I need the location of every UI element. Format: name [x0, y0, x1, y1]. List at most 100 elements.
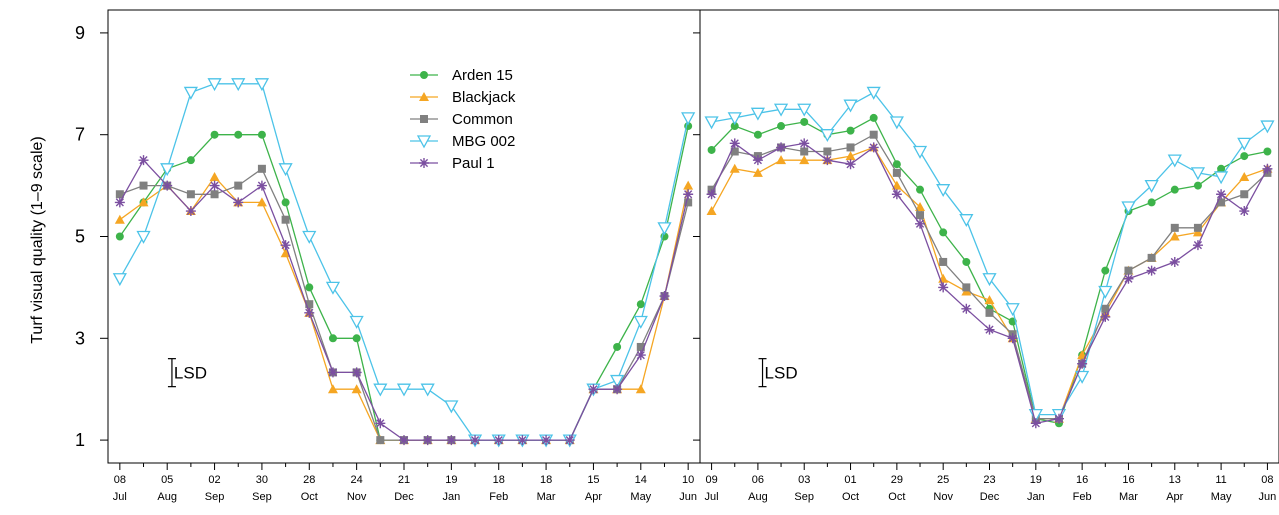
legend-label: MBG 002 — [452, 133, 515, 150]
data-point — [985, 308, 994, 317]
x-tick-label-month: Oct — [301, 491, 318, 503]
data-point — [396, 383, 412, 397]
data-point — [869, 130, 878, 139]
data-point — [139, 181, 148, 190]
data-point — [730, 147, 739, 156]
data-point — [302, 230, 317, 244]
x-tick-label-month: Apr — [1166, 491, 1183, 503]
data-point — [612, 384, 623, 395]
x-tick-label-month: Dec — [980, 491, 1000, 503]
x-tick-label-month: Feb — [1073, 491, 1092, 503]
data-point — [845, 159, 856, 170]
data-point — [635, 384, 646, 394]
data-point — [820, 129, 835, 143]
data-point — [375, 418, 386, 429]
legend-label: Common — [452, 111, 513, 128]
data-point — [1121, 201, 1136, 215]
data-point — [891, 180, 902, 190]
data-point — [729, 163, 740, 173]
data-point — [1007, 333, 1018, 344]
x-tick-label-month: Jul — [113, 491, 127, 503]
data-point — [254, 78, 270, 92]
data-point — [280, 248, 291, 258]
x-tick-label-day: 24 — [351, 474, 363, 486]
data-point — [234, 130, 243, 139]
x-tick-label-day: 28 — [303, 474, 315, 486]
data-point — [257, 164, 266, 173]
x-tick-label-day: 02 — [208, 474, 220, 486]
data-point — [186, 156, 195, 165]
data-point — [278, 163, 293, 177]
series-line — [119, 167, 689, 441]
data-point — [1170, 223, 1179, 232]
data-point — [281, 198, 290, 207]
data-point — [1144, 179, 1159, 193]
data-point — [1239, 171, 1250, 181]
data-point — [1075, 370, 1090, 384]
data-point — [729, 138, 740, 149]
data-point — [422, 435, 433, 446]
data-point — [1192, 240, 1203, 251]
data-point — [868, 142, 879, 153]
data-point — [776, 155, 787, 165]
data-point — [256, 180, 267, 191]
data-point — [915, 201, 926, 211]
data-point — [1190, 167, 1206, 181]
data-point — [912, 145, 928, 159]
data-point — [845, 151, 856, 161]
data-point — [136, 230, 151, 244]
data-point — [517, 435, 528, 446]
x-tick-label-month: Oct — [888, 491, 905, 503]
data-point — [752, 167, 763, 177]
legend-entry: Common — [410, 111, 513, 128]
legend-marker — [420, 71, 428, 79]
y-tick-label: 3 — [75, 328, 85, 348]
data-point — [1239, 206, 1250, 217]
legend-label: Paul 1 — [452, 155, 495, 172]
legend-entry: Blackjack — [410, 89, 516, 106]
data-point — [234, 181, 243, 190]
data-point — [588, 384, 599, 395]
data-point — [1262, 163, 1273, 174]
x-tick-label-day: 11 — [1215, 474, 1226, 486]
data-point — [305, 300, 314, 309]
x-tick-label-month: Jul — [705, 491, 719, 503]
data-point — [936, 184, 951, 198]
data-point — [1101, 304, 1110, 313]
data-point — [1123, 273, 1134, 284]
data-point — [777, 122, 786, 131]
data-point — [797, 103, 812, 117]
data-point — [186, 190, 195, 199]
data-point — [892, 168, 901, 177]
x-tick-label-day: 16 — [1122, 474, 1134, 486]
data-point — [684, 198, 693, 207]
data-point — [444, 400, 459, 414]
data-point — [773, 103, 789, 117]
legend: Arden 15 Blackjack Common MBG 002 Paul 1 — [410, 67, 516, 172]
x-tick-label-day: 23 — [983, 474, 995, 486]
x-tick-label-day: 14 — [635, 474, 647, 486]
data-point — [541, 435, 552, 446]
data-point — [799, 138, 810, 149]
x-tick-label-day: 19 — [445, 474, 457, 486]
x-tick-label-day: 13 — [1169, 474, 1181, 486]
data-point — [1217, 198, 1226, 207]
data-point — [1053, 413, 1064, 424]
data-point — [115, 190, 124, 199]
data-point — [207, 78, 222, 92]
data-point — [1214, 171, 1229, 185]
data-point — [1098, 285, 1113, 299]
x-tick-label-day: 19 — [1030, 474, 1042, 486]
data-point — [1170, 185, 1179, 194]
data-point — [352, 334, 361, 343]
data-point — [209, 180, 220, 191]
data-point — [1240, 152, 1249, 161]
x-tick-label-month: Mar — [1119, 491, 1138, 503]
data-point — [564, 435, 575, 446]
data-point — [349, 315, 364, 329]
data-point — [846, 143, 855, 152]
legend-entry: Paul 1 — [410, 155, 495, 172]
data-point — [1192, 227, 1203, 237]
data-point — [327, 367, 338, 378]
legend-entry: Arden 15 — [410, 67, 513, 84]
